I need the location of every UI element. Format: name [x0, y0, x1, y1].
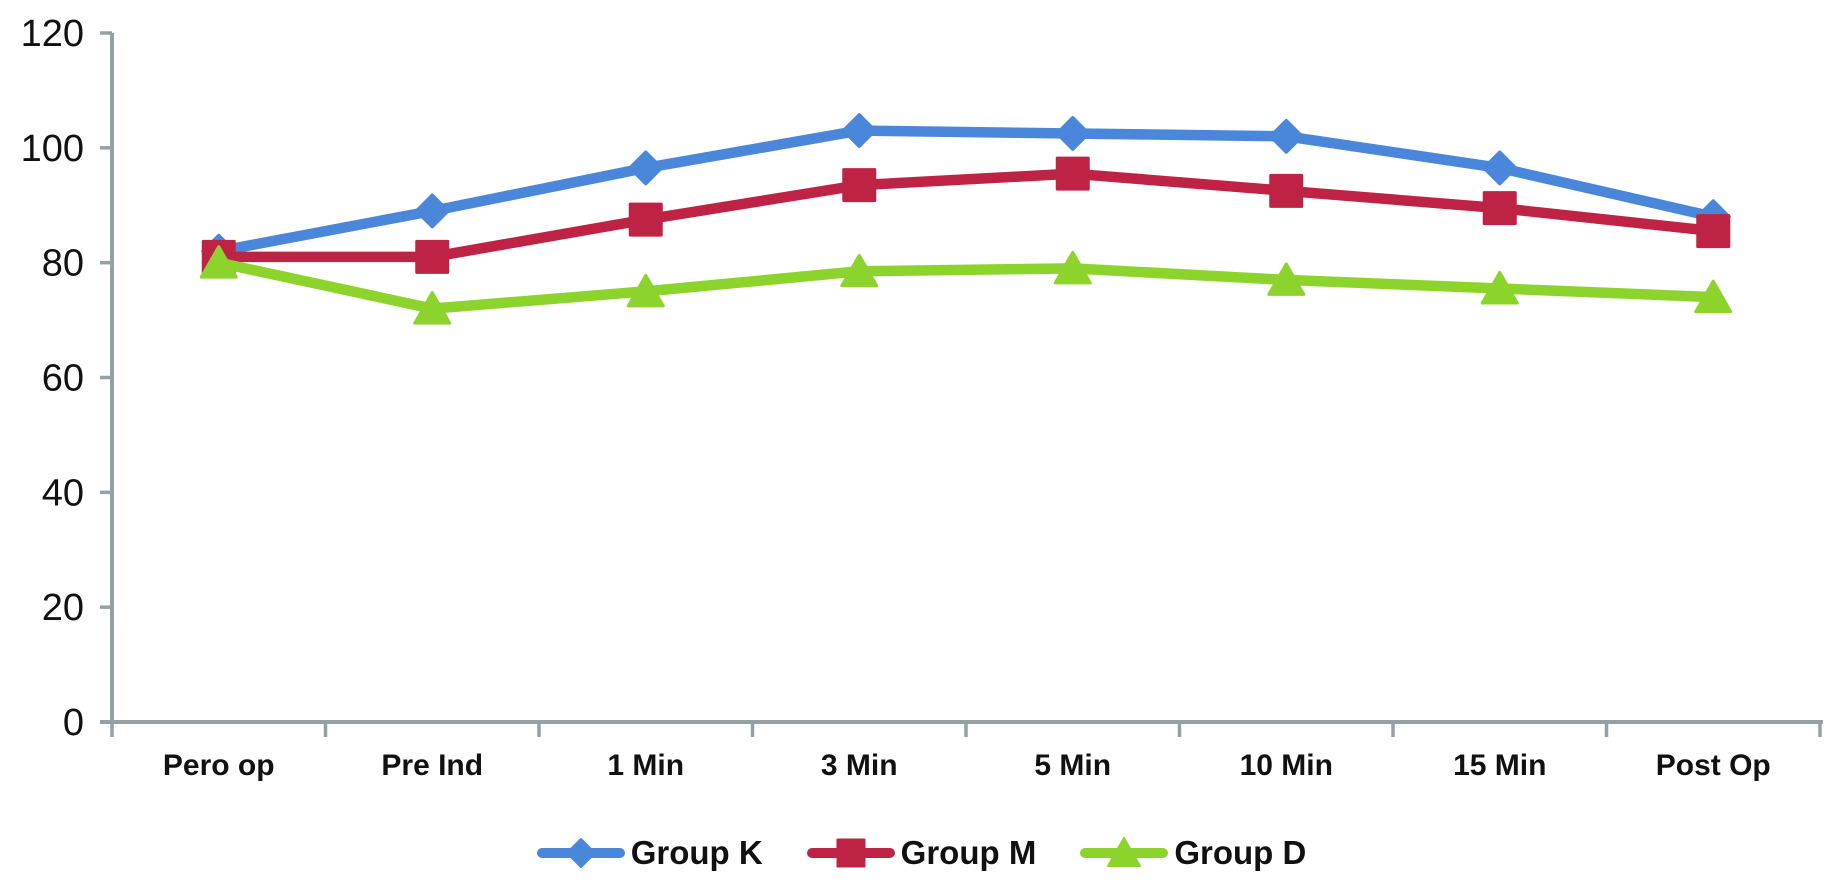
y-axis-tick-label: 0: [63, 702, 84, 744]
group-m-marker-post-op: [1696, 214, 1731, 249]
group-k-marker-3-min: [841, 113, 877, 149]
square-marker-icon: [836, 838, 866, 868]
legend-label-group-k: Group K: [630, 834, 763, 871]
legend-label-group-m: Group M: [900, 834, 1037, 871]
x-axis-tick-label: 10 Min: [1240, 749, 1333, 782]
y-axis-tick-label: 120: [21, 13, 84, 55]
group-m-marker-pre-ind: [415, 239, 450, 274]
y-axis: 0 20 40 60 80 100 120: [21, 13, 114, 744]
series-group-k: [201, 113, 1731, 269]
group-d-marker-post-op: [1694, 279, 1733, 314]
series-line-group-m: [213, 168, 1719, 263]
group-k-marker-10-min: [1268, 118, 1304, 154]
group-k-marker-pre-ind: [414, 193, 450, 229]
x-axis-tick-label: Pre Ind: [381, 749, 483, 782]
legend-swatch-group-d: [1080, 837, 1169, 867]
x-axis-tick-label: 3 Min: [821, 749, 898, 782]
y-axis-tick-label: 20: [42, 587, 84, 629]
y-axis-tick-label: 40: [42, 472, 84, 514]
group-d-marker-1-min: [626, 273, 665, 308]
x-axis-tick-label: Pero op: [163, 749, 275, 782]
group-m-marker-1-min: [628, 202, 663, 237]
chart-legend: Group K Group M Group D: [0, 833, 1843, 873]
legend-swatch-group-m: [806, 838, 895, 868]
group-k-marker-15-min: [1482, 150, 1518, 186]
legend-swatch-group-k: [536, 838, 625, 868]
group-d-marker-10-min: [1267, 262, 1306, 296]
y-axis-tick-label: 60: [42, 358, 84, 400]
x-axis-tick-label: 5 Min: [1034, 749, 1111, 782]
group-k-marker-1-min: [628, 150, 664, 186]
y-axis-tick-label: 100: [21, 128, 84, 170]
group-m-marker-3-min: [842, 168, 877, 203]
series-line-group-d: [213, 257, 1719, 314]
series-group-d: [199, 245, 1733, 325]
group-d-marker-15-min: [1480, 271, 1519, 305]
triangle-marker-icon: [1107, 837, 1142, 867]
group-d-marker-pero-op: [199, 245, 238, 279]
x-axis-tick-label: 15 Min: [1453, 749, 1546, 782]
legend-label-group-d: Group D: [1174, 834, 1307, 871]
group-m-marker-15-min: [1482, 191, 1517, 226]
series-line-group-k: [213, 125, 1719, 257]
group-m-marker-10-min: [1269, 173, 1304, 208]
x-axis-tick-label: 1 Min: [607, 749, 684, 782]
group-d-marker-3-min: [840, 253, 879, 288]
y-axis-tick-label: 80: [42, 243, 84, 285]
group-k-marker-5-min: [1055, 115, 1091, 151]
x-axis: Pero op Pre Ind 1 Min 3 Min 5 Min 10 Min 15 Mi…: [100, 720, 1823, 782]
legend-item-group-d: Group D: [1080, 833, 1306, 873]
legend-item-group-m: Group M: [806, 833, 1037, 873]
x-axis-tick-label: Post Op: [1656, 749, 1771, 782]
group-m-marker-5-min: [1055, 156, 1090, 191]
legend-item-group-k: Group K: [536, 833, 763, 873]
group-d-marker-pre-ind: [413, 291, 452, 325]
diamond-marker-icon: [565, 838, 596, 868]
group-d-marker-5-min: [1053, 250, 1092, 285]
